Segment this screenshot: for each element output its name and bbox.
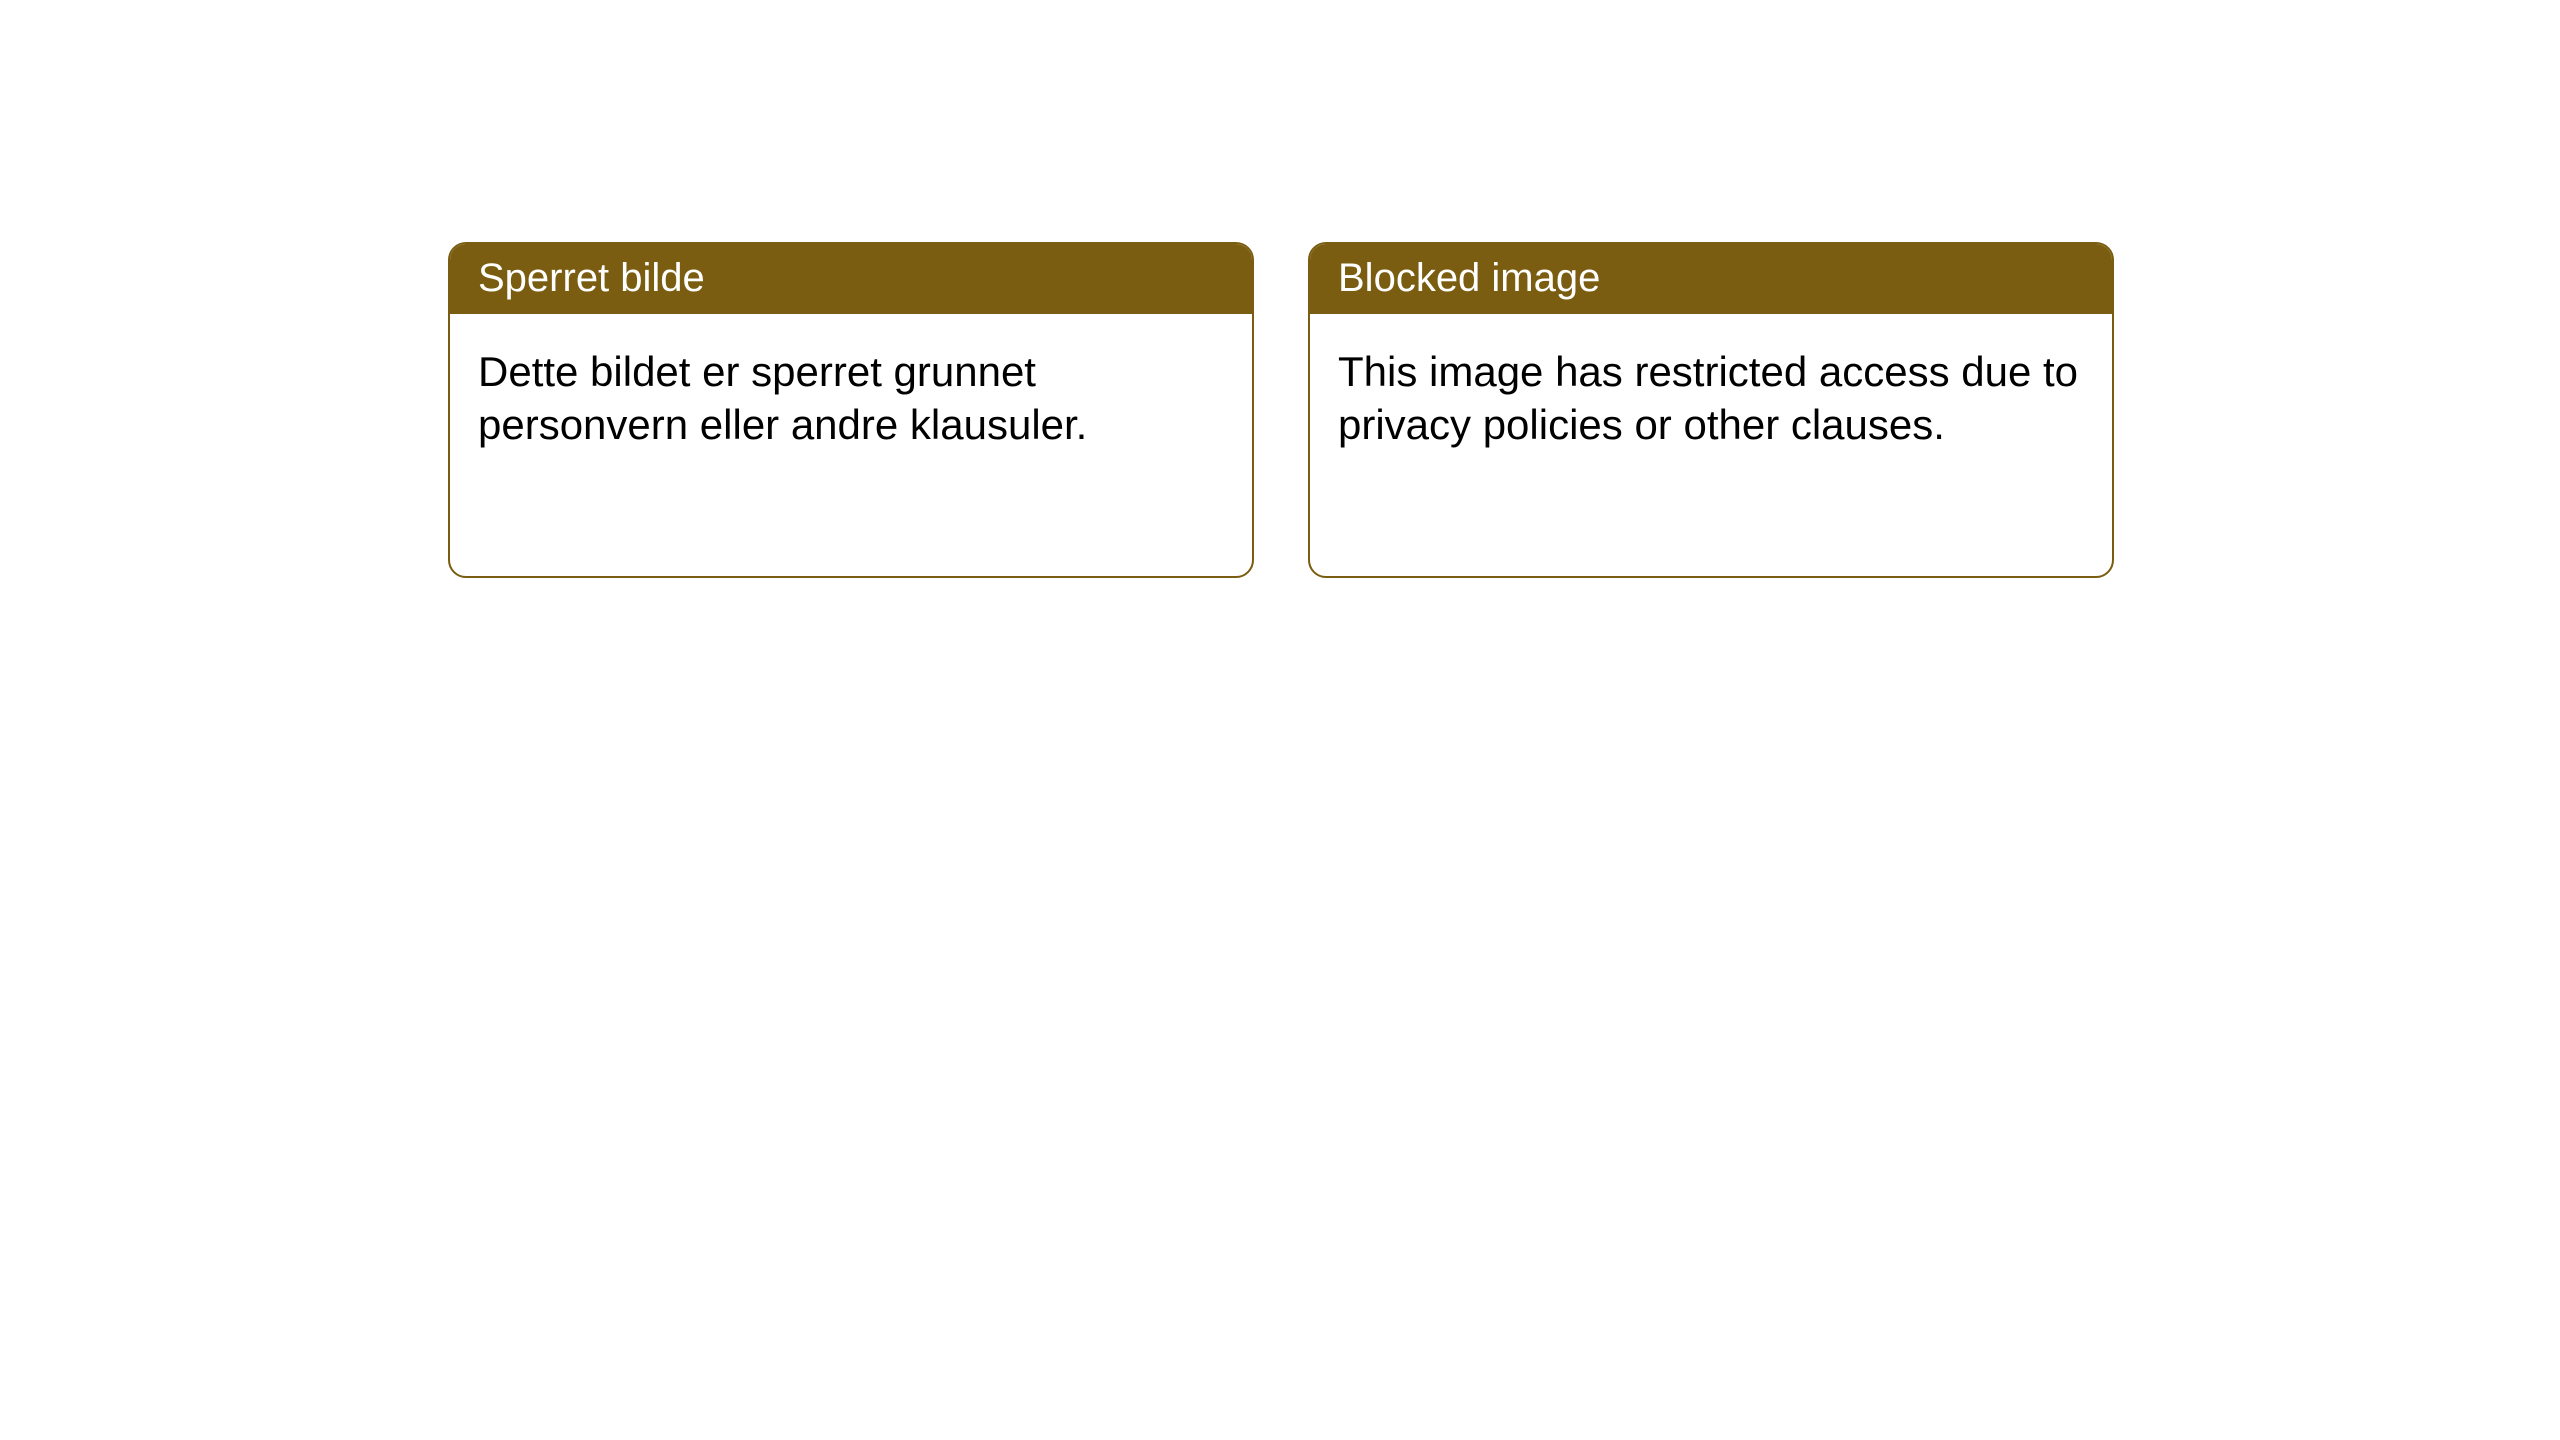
notice-card-norwegian: Sperret bilde Dette bildet er sperret gr…	[448, 242, 1254, 578]
notice-header-english: Blocked image	[1310, 244, 2112, 314]
notice-card-english: Blocked image This image has restricted …	[1308, 242, 2114, 578]
notice-header-norwegian: Sperret bilde	[450, 244, 1252, 314]
notice-container: Sperret bilde Dette bildet er sperret gr…	[448, 242, 2114, 578]
notice-body-norwegian: Dette bildet er sperret grunnet personve…	[450, 314, 1252, 483]
notice-body-english: This image has restricted access due to …	[1310, 314, 2112, 483]
